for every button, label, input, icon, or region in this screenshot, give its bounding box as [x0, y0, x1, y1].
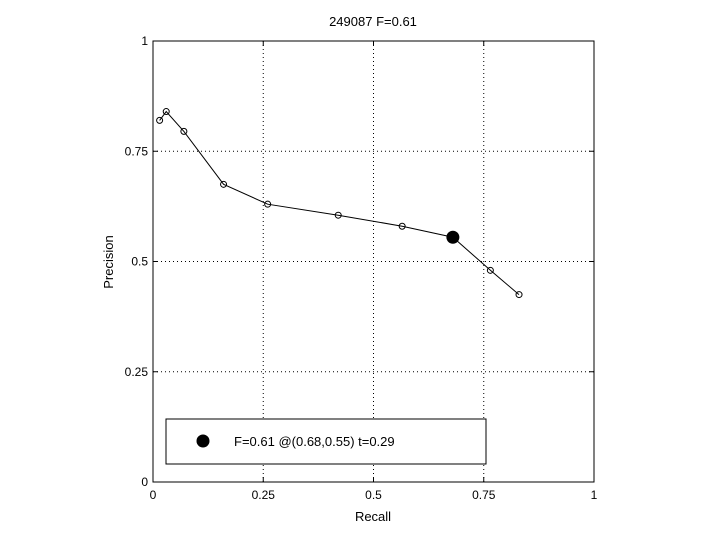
- y-tick-label: 0.5: [131, 255, 148, 269]
- legend-marker: [196, 434, 210, 448]
- data-point: [180, 127, 188, 135]
- x-tick-label: 0.5: [365, 488, 382, 502]
- data-point: [334, 211, 342, 219]
- y-tick-label: 0.25: [125, 365, 149, 379]
- y-tick-label: 0.75: [125, 144, 149, 158]
- x-tick-label: 0: [150, 488, 157, 502]
- chart-title: 249087 F=0.61: [329, 14, 417, 29]
- y-tick-label: 1: [141, 34, 148, 48]
- series-layer: [156, 108, 523, 299]
- data-point: [398, 222, 406, 230]
- best-f-point: [446, 230, 460, 244]
- grid-lines: [153, 41, 594, 482]
- legend-entry: F=0.61 @(0.68,0.55) t=0.29: [234, 434, 395, 449]
- tick-labels: 0 0.25 0.5 0.75 1 0 0.25 0.5 0.75 1: [125, 34, 598, 502]
- y-tick-label: 0: [141, 475, 148, 489]
- y-axis-label: Precision: [101, 235, 116, 288]
- data-point: [264, 200, 272, 208]
- data-point: [486, 266, 494, 274]
- axis-ticks: [152, 40, 595, 483]
- plot-area: 0 0.25 0.5 0.75 1 0 0.25 0.5 0.75 1: [125, 34, 598, 502]
- data-point: [220, 180, 228, 188]
- x-tick-label: 1: [591, 488, 598, 502]
- x-tick-label: 0.75: [472, 488, 496, 502]
- x-axis-label: Recall: [355, 509, 391, 524]
- data-point: [162, 108, 170, 116]
- legend: F=0.61 @(0.68,0.55) t=0.29: [165, 418, 487, 465]
- data-point: [156, 116, 164, 124]
- series-line: [159, 110, 520, 295]
- data-point: [515, 291, 523, 299]
- legend-box: [165, 418, 487, 465]
- x-tick-label: 0.25: [252, 488, 276, 502]
